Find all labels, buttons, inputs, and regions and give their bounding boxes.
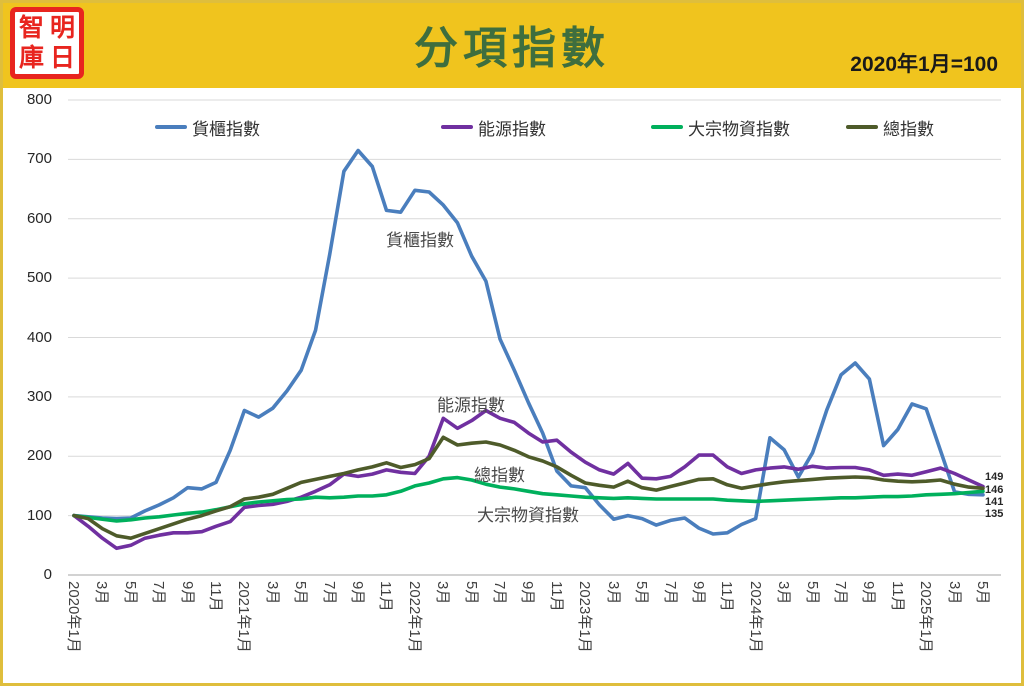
series-line-貨櫃指數 (72, 148, 985, 536)
chart-area: 0 100 200 300 400 500 600 700 800 2020年1月 3月 5月 7月 9… (0, 88, 1024, 686)
x-axis-label: 5月 (633, 581, 651, 605)
y-axis-label: 700 (26, 150, 52, 168)
base-period-note: 2020年1月=100 (850, 53, 998, 76)
x-axis-label: 5月 (462, 581, 480, 605)
header-band: 智 明 庫 日 分項指數 2020年1月=100 (0, 0, 1024, 88)
y-axis-label: 400 (26, 328, 52, 346)
x-axis-label: 5月 (803, 581, 821, 605)
logo-char: 日 (49, 43, 75, 72)
end-value-label: 146 (985, 484, 1004, 496)
x-axis-label: 2021年1月 (235, 581, 253, 653)
legend-swatch (651, 125, 683, 129)
x-axis-label: 2024年1月 (746, 581, 764, 653)
legend-label: 貨櫃指數 (192, 119, 260, 139)
x-axis-label: 9月 (519, 581, 537, 605)
x-axis-label: 3月 (775, 581, 793, 605)
x-axis-label: 7月 (320, 581, 338, 605)
logo-char: 智 (18, 13, 44, 42)
y-axis-label: 0 (43, 566, 52, 583)
y-axis-label: 600 (26, 209, 52, 227)
x-axis-label: 2022年1月 (405, 581, 423, 653)
x-axis-label: 11月 (718, 581, 736, 612)
x-axis-label: 9月 (178, 581, 196, 605)
series-line-總指數 (72, 435, 985, 541)
x-axis-label: 9月 (689, 581, 707, 605)
x-axis-label: 2023年1月 (576, 581, 594, 653)
series-annotation: 能源指數 (437, 396, 505, 415)
x-axis-label: 7月 (491, 581, 509, 605)
legend-swatch (441, 125, 473, 129)
x-axis-label: 9月 (860, 581, 878, 605)
x-axis-label: 7月 (831, 581, 849, 605)
x-axis-label: 3月 (434, 581, 452, 605)
legend-label: 總指數 (883, 119, 934, 139)
x-axis-label: 11月 (207, 581, 225, 612)
series-annotation: 貨櫃指數 (386, 231, 454, 250)
x-axis-label: 7月 (661, 581, 679, 605)
logo: 智 明 庫 日 (10, 7, 84, 79)
x-axis-label: 7月 (150, 581, 168, 605)
legend-item-能源指數: 能源指數 (441, 119, 546, 139)
y-axis-label: 300 (26, 387, 52, 405)
logo-char: 明 (49, 13, 75, 42)
y-axis-label: 200 (26, 447, 52, 465)
y-axis-label: 500 (26, 269, 52, 287)
y-axis-label: 100 (26, 506, 52, 524)
legend-swatch (155, 125, 187, 129)
legend-swatch (846, 125, 878, 129)
x-axis-label: 2020年1月 (65, 581, 82, 653)
x-axis-label: 11月 (547, 581, 565, 612)
line-chart (68, 99, 1001, 576)
series-line-能源指數 (72, 408, 985, 551)
x-axis-label: 3月 (263, 581, 281, 605)
x-axis-label: 3月 (93, 581, 111, 605)
x-axis-label: 5月 (973, 581, 991, 605)
x-axis-label: 5月 (292, 581, 310, 605)
x-axis-label: 11月 (377, 581, 395, 612)
legend-label: 能源指數 (478, 119, 546, 139)
x-axis-label: 11月 (888, 581, 906, 612)
x-axis-label: 2025年1月 (917, 581, 935, 653)
legend-item-總指數: 總指數 (846, 119, 934, 139)
x-axis-label: 9月 (349, 581, 367, 605)
x-axis-label: 3月 (945, 581, 963, 605)
end-value-label: 149 (985, 471, 1004, 483)
legend-item-貨櫃指數: 貨櫃指數 (155, 119, 260, 139)
logo-char: 庫 (18, 43, 44, 72)
legend-label: 大宗物資指數 (688, 119, 790, 139)
end-value-label: 141 (985, 496, 1004, 508)
x-axis-label: 3月 (604, 581, 622, 605)
legend-item-大宗物資指數: 大宗物資指數 (651, 119, 790, 139)
page-title: 分項指數 (414, 24, 610, 73)
y-axis-label: 800 (26, 91, 52, 108)
series-annotation: 大宗物資指數 (477, 506, 579, 525)
series-annotation: 總指數 (474, 466, 525, 485)
end-value-label: 135 (985, 508, 1004, 520)
x-axis-label: 5月 (121, 581, 139, 605)
